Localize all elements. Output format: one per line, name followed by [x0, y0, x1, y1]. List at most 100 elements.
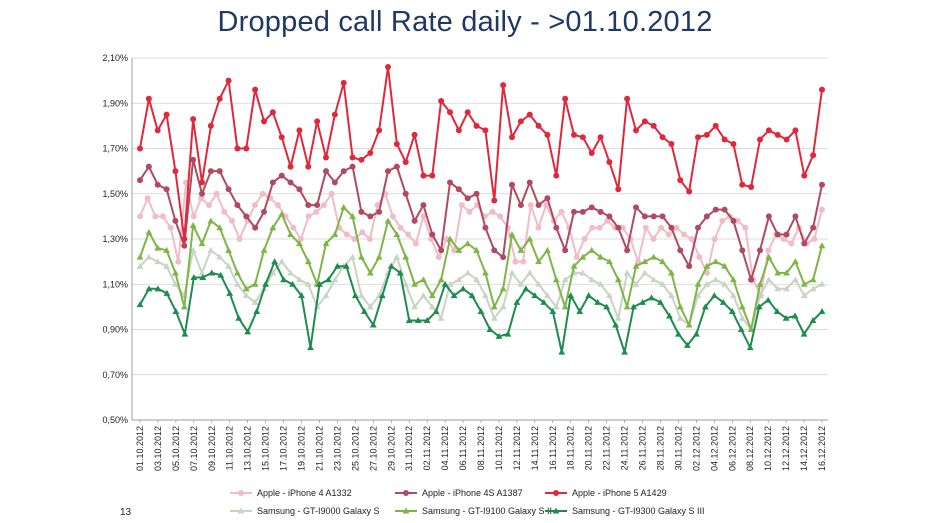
y-tick-label: 0,70%	[102, 370, 128, 380]
data-point	[172, 217, 179, 224]
data-point	[576, 308, 584, 314]
data-point	[482, 224, 489, 231]
data-point	[623, 303, 631, 310]
data-point	[145, 95, 152, 102]
data-point	[343, 231, 350, 238]
data-point	[349, 154, 356, 161]
data-point	[378, 292, 386, 299]
data-point	[234, 280, 241, 287]
x-tick-label: 12.11.2012	[512, 426, 522, 470]
data-point	[630, 303, 637, 310]
x-tick-label: 19.10.2012	[297, 426, 307, 471]
data-point	[477, 308, 485, 314]
data-point	[216, 168, 223, 175]
series-2	[137, 64, 825, 242]
legend-label: Apple - iPhone 4 A1332	[257, 488, 352, 498]
data-point	[792, 127, 799, 134]
data-point	[163, 262, 170, 269]
data-point	[369, 321, 377, 328]
data-point	[508, 269, 516, 276]
data-point	[366, 236, 373, 242]
data-point	[500, 82, 507, 89]
data-point	[331, 179, 338, 186]
data-point	[489, 208, 496, 215]
data-point	[252, 224, 259, 231]
data-point	[190, 213, 197, 220]
data-point	[721, 262, 728, 269]
data-point	[615, 186, 622, 193]
data-point	[589, 224, 596, 231]
data-point	[366, 303, 374, 310]
data-point	[810, 152, 817, 159]
data-point	[738, 314, 746, 321]
data-point	[606, 159, 613, 166]
legend-swatch-marker	[238, 490, 244, 496]
x-tick-label: 05.10.2012	[171, 426, 181, 471]
data-point	[552, 303, 560, 310]
data-point	[535, 202, 542, 209]
data-point	[509, 181, 515, 188]
legend-label: Samsung - GT-I9000 Galaxy S	[257, 506, 380, 516]
data-point	[468, 292, 476, 299]
data-point	[543, 202, 550, 209]
data-point	[259, 190, 266, 197]
data-point	[405, 317, 413, 323]
data-point	[773, 308, 781, 314]
data-point	[432, 308, 440, 314]
data-point	[673, 224, 680, 231]
data-point	[322, 292, 330, 299]
data-point	[145, 163, 152, 170]
data-point	[677, 247, 684, 254]
data-point	[517, 118, 524, 125]
data-point	[737, 326, 745, 333]
data-point	[721, 206, 728, 213]
data-point	[207, 168, 214, 175]
x-tick-label: 04.11.2012	[440, 426, 450, 470]
data-point	[208, 269, 216, 276]
data-point	[396, 269, 404, 276]
data-point	[650, 213, 657, 220]
data-point	[189, 222, 197, 228]
data-point	[782, 314, 790, 321]
data-point	[455, 127, 462, 134]
data-point	[411, 303, 418, 310]
x-tick-label: 16.11.2012	[548, 426, 558, 470]
data-point	[668, 269, 675, 276]
data-point	[154, 258, 162, 265]
data-point	[695, 134, 701, 141]
data-point	[389, 213, 396, 220]
data-point	[393, 163, 400, 170]
data-point	[552, 276, 560, 283]
data-point	[535, 258, 542, 265]
data-point	[614, 276, 622, 283]
data-point	[686, 188, 693, 195]
axes	[131, 58, 828, 421]
data-point	[676, 303, 684, 310]
data-point	[721, 280, 728, 287]
data-point	[681, 231, 688, 238]
data-point	[738, 303, 746, 310]
data-point	[251, 280, 259, 287]
series-group	[136, 64, 826, 355]
legend-item: Apple - iPhone 5 A1429	[545, 488, 667, 498]
data-point	[360, 308, 368, 314]
series-line	[139, 260, 823, 354]
data-point	[298, 292, 305, 299]
legend: Apple - iPhone 4 A1332 Apple - iPhone 4S …	[230, 488, 705, 516]
data-point	[686, 263, 693, 270]
data-point	[499, 303, 507, 310]
x-tick-label: 31.10.2012	[404, 426, 414, 471]
data-point	[387, 262, 395, 269]
data-point	[305, 163, 312, 170]
data-point	[441, 280, 449, 287]
data-point	[597, 253, 604, 260]
data-point	[181, 330, 189, 337]
data-point	[137, 177, 143, 184]
y-tick-label: 0,90%	[102, 325, 128, 335]
data-point	[181, 242, 188, 249]
data-point	[509, 134, 515, 141]
data-point	[632, 262, 640, 269]
data-point	[349, 212, 356, 219]
data-point	[464, 109, 471, 116]
data-point	[800, 280, 808, 287]
